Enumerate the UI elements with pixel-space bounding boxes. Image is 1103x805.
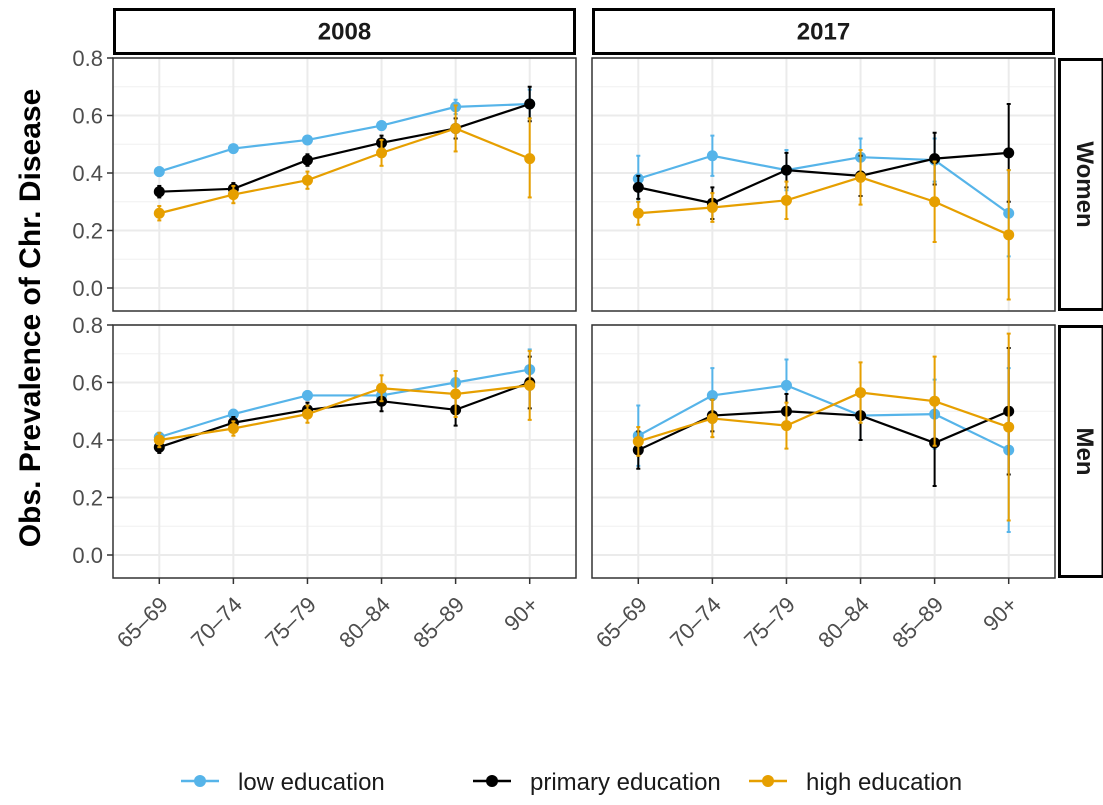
facet-strip-label-2017: 2017 (797, 19, 850, 46)
panel-border (591, 57, 1056, 312)
data-point-primary (780, 164, 792, 176)
data-point-high (632, 207, 644, 219)
data-point-high (301, 174, 313, 186)
facet-strip-row (1058, 58, 1103, 311)
data-point-low (780, 379, 792, 391)
x-tick-label: 75–79 (739, 592, 800, 653)
data-point-primary (153, 186, 165, 198)
x-tick-label: 85–89 (408, 592, 469, 653)
facet-strip-label-2008: 2008 (318, 19, 371, 46)
data-point-low (376, 120, 388, 132)
y-tick-label: 0.6 (72, 371, 103, 396)
legend-key-point-low (194, 775, 206, 787)
series-line-high (159, 127, 531, 215)
data-point-high (706, 202, 718, 213)
x-tick-label: 70–74 (186, 592, 247, 653)
x-tick-label: 70–74 (665, 592, 726, 653)
panel-background (592, 58, 1055, 311)
data-point-high (450, 122, 462, 134)
y-tick-label: 0.2 (72, 219, 103, 244)
x-tick-label: 90+ (978, 592, 1022, 636)
data-point-high (301, 408, 313, 420)
data-point-high (855, 171, 867, 183)
panel-border (112, 57, 577, 312)
y-axis-title: Obs. Prevalence of Chr. Disease (14, 89, 47, 548)
data-point-high (780, 194, 792, 206)
data-point-low (706, 150, 718, 162)
series-line-low (158, 368, 530, 439)
data-point-high (929, 395, 941, 407)
y-tick-label: 0.2 (72, 486, 103, 511)
y-tick-label: 0.4 (72, 161, 103, 186)
data-point-high (376, 147, 388, 159)
data-point-high (1003, 421, 1015, 433)
data-point-primary (929, 153, 941, 165)
facet-strip-column (113, 8, 576, 55)
data-point-high (153, 434, 165, 446)
series-line-high (638, 176, 1010, 236)
series-line-low (637, 154, 1010, 215)
legend-label-high: high education (806, 769, 962, 796)
legend-key-point-primary (486, 775, 498, 787)
y-tick-label: 0.4 (72, 428, 103, 453)
data-point-low (301, 134, 313, 146)
legend-label-primary: primary education (530, 769, 721, 796)
data-point-low (301, 389, 313, 401)
data-point-primary (632, 181, 644, 193)
facet-strip-label-women: Women (1071, 141, 1098, 227)
data-point-low (153, 166, 165, 178)
series-line-primary (638, 151, 1009, 205)
data-point-low (227, 408, 239, 420)
series-line-low (158, 102, 530, 173)
panel-border (591, 324, 1056, 579)
data-point-primary (524, 98, 536, 110)
series-line-high (637, 391, 1010, 443)
facet-strip-row (1058, 325, 1103, 578)
panel-background (592, 325, 1055, 578)
data-point-high (524, 153, 536, 165)
data-point-high (524, 379, 536, 391)
data-point-high (376, 382, 388, 394)
y-tick-label: 0.8 (72, 46, 103, 71)
y-tick-label: 0.0 (72, 543, 103, 568)
x-tick-label: 80–84 (813, 592, 874, 653)
y-tick-label: 0.0 (72, 276, 103, 301)
data-point-primary (1003, 147, 1015, 159)
legend-key-point-high (762, 775, 774, 787)
x-tick-label: 90+ (499, 592, 543, 636)
x-tick-label: 65–69 (591, 592, 652, 653)
legend-label-low: low education (238, 769, 385, 796)
facet-strip-column (592, 8, 1055, 55)
panel-background (113, 325, 576, 578)
data-point-high (227, 423, 239, 434)
y-tick-label: 0.6 (72, 104, 103, 129)
data-point-low (227, 143, 239, 155)
data-point-high (450, 388, 462, 400)
data-point-high (780, 420, 792, 432)
series-line-low (637, 384, 1010, 452)
data-point-high (1003, 229, 1015, 241)
data-point-high (227, 189, 239, 201)
data-point-high (153, 207, 165, 219)
series-line-primary (158, 381, 531, 449)
data-point-low (706, 389, 718, 401)
x-tick-label: 80–84 (334, 592, 395, 653)
x-tick-label: 65–69 (112, 592, 173, 653)
panel-background (113, 58, 576, 311)
panel-border (112, 324, 577, 579)
facet-strip-label-men: Men (1071, 428, 1098, 476)
x-tick-label: 85–89 (887, 592, 948, 653)
y-tick-label: 0.8 (72, 313, 103, 338)
data-point-high (706, 412, 718, 424)
data-point-high (632, 435, 644, 447)
x-tick-label: 75–79 (260, 592, 321, 653)
data-point-high (855, 387, 867, 399)
series-line-high (159, 384, 530, 442)
series-line-primary (159, 102, 531, 193)
data-point-high (929, 196, 941, 208)
data-point-primary (301, 154, 313, 166)
